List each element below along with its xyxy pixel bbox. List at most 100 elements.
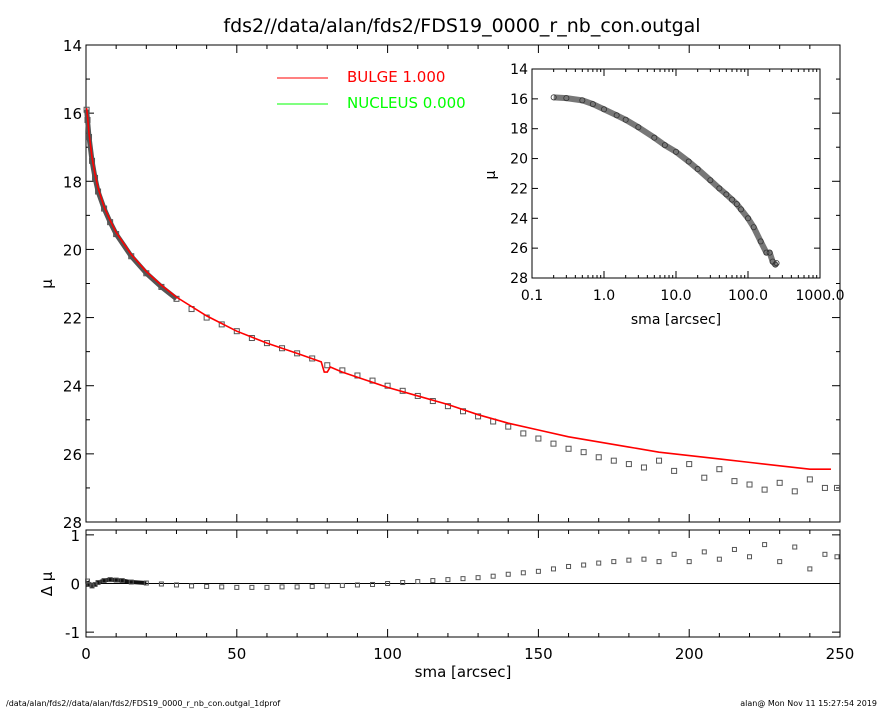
inset-data-point [563,95,570,102]
residual-y-tick-label: -1 [65,624,80,642]
inset-x-tick-label: 10.0 [660,288,691,304]
residual-point [143,580,149,586]
inset-y-tick-label: 16 [510,92,528,108]
inset-x-label: sma [arcsec] [631,312,721,328]
x-tick-label: 200 [675,645,704,663]
data-point [595,454,602,461]
inset-data-point [579,97,586,104]
footer-file-path: /data/alan/fds2//data/alan/fds2/FDS19_00… [6,699,280,708]
residual-point [119,578,125,584]
inset-data-point [685,158,692,165]
inset-data-point [613,112,620,119]
data-point [580,449,587,456]
residual-point [686,559,692,565]
data-point [263,340,270,347]
main-axes: 14 16 18 20 22 24 26 28 [63,37,841,532]
inset-background [490,62,830,284]
legend: BULGE 1.000 NUCLEUS 0.000 [277,68,466,112]
residual-point [249,584,255,590]
inset-y-tick-label: 28 [510,271,528,287]
inset-data-point [550,94,557,101]
data-point [625,461,632,468]
residual-point [611,559,617,565]
data-point-cluster [84,109,179,301]
data-point [656,457,663,464]
inset-y-tick-label: 24 [510,211,528,227]
data-point [686,461,693,468]
residual-point [747,554,753,560]
legend-nucleus-label: NUCLEUS 0.000 [347,94,466,112]
residual-point [792,544,798,550]
inset-x-tick-label: 1000.0 [796,288,845,304]
residual-y-tick-label: 1 [70,527,80,545]
residual-point [581,562,587,568]
main-y-tick-label: 28 [63,514,82,532]
inset-data-point [750,224,757,231]
data-point [550,440,557,447]
residual-point [716,556,722,562]
residual-point [834,554,840,560]
inset-data-point [694,166,701,173]
residual-point [822,551,828,557]
inset-axes: 14 16 18 20 22 24 26 280.1 1.0 10.0 100.0 1000.0 [510,62,844,304]
data-point [806,476,813,483]
residual-point [309,583,315,589]
residual-point [189,583,195,589]
data-point [671,467,678,474]
residual-point [339,582,345,588]
residual-point [234,584,240,590]
residual-point [550,566,556,572]
bulge-model-line [85,107,831,470]
data-point [279,345,286,352]
legend-bulge-label: BULGE 1.000 [347,68,445,86]
residual-point [264,584,270,590]
residual-point [460,576,466,582]
main-y-label: μ [38,279,56,289]
inset-data-band [553,94,779,268]
data-point [610,457,617,464]
inset-data-point [772,261,779,268]
data-point [833,484,840,491]
residual-point [113,577,119,583]
residual-point [294,584,300,590]
inset-data-point [716,185,723,192]
inset-data-point [733,201,740,208]
residual-y-label: Δ μ [38,571,56,596]
inset-y-tick-label: 14 [510,62,528,78]
data-point [791,488,798,495]
main-y-tick-label: 18 [63,173,82,191]
inset-y-tick-label: 18 [510,122,528,138]
residual-point [777,559,783,565]
residual-axes: 10-10 50 100 150 200 250 [65,527,854,663]
x-tick-label: 250 [826,645,855,663]
residual-point [430,578,436,584]
data-point [746,481,753,488]
data-point [565,445,572,452]
residual-point [107,577,113,583]
residual-point [204,583,210,589]
inset-data-point [738,206,745,213]
inset-data-point [773,260,780,267]
footer-user-date: alan@ Mon Nov 11 15:27:54 2019 [740,699,877,708]
residual-point [354,582,360,588]
inset-data-point [589,101,596,108]
residual-point [101,578,107,584]
residual-point [566,563,572,569]
x-tick-label: 150 [524,645,553,663]
residual-point [128,579,134,585]
x-axis-label: sma [arcsec] [415,663,512,681]
inset-y-tick-label: 22 [510,181,528,197]
inset-data-point [673,148,680,155]
residual-point [762,542,768,548]
residual-point [173,582,179,588]
residual-point [807,566,813,572]
residual-point [671,551,677,557]
residual-point [86,581,92,587]
residual-point [626,557,632,563]
chart-title: fds2//data/alan/fds2/FDS19_0000_r_nb_con… [223,15,700,37]
inset-data-point [651,134,658,141]
residual-point [400,580,406,586]
inset-y-tick-label: 26 [510,241,528,257]
data-point [324,362,331,369]
